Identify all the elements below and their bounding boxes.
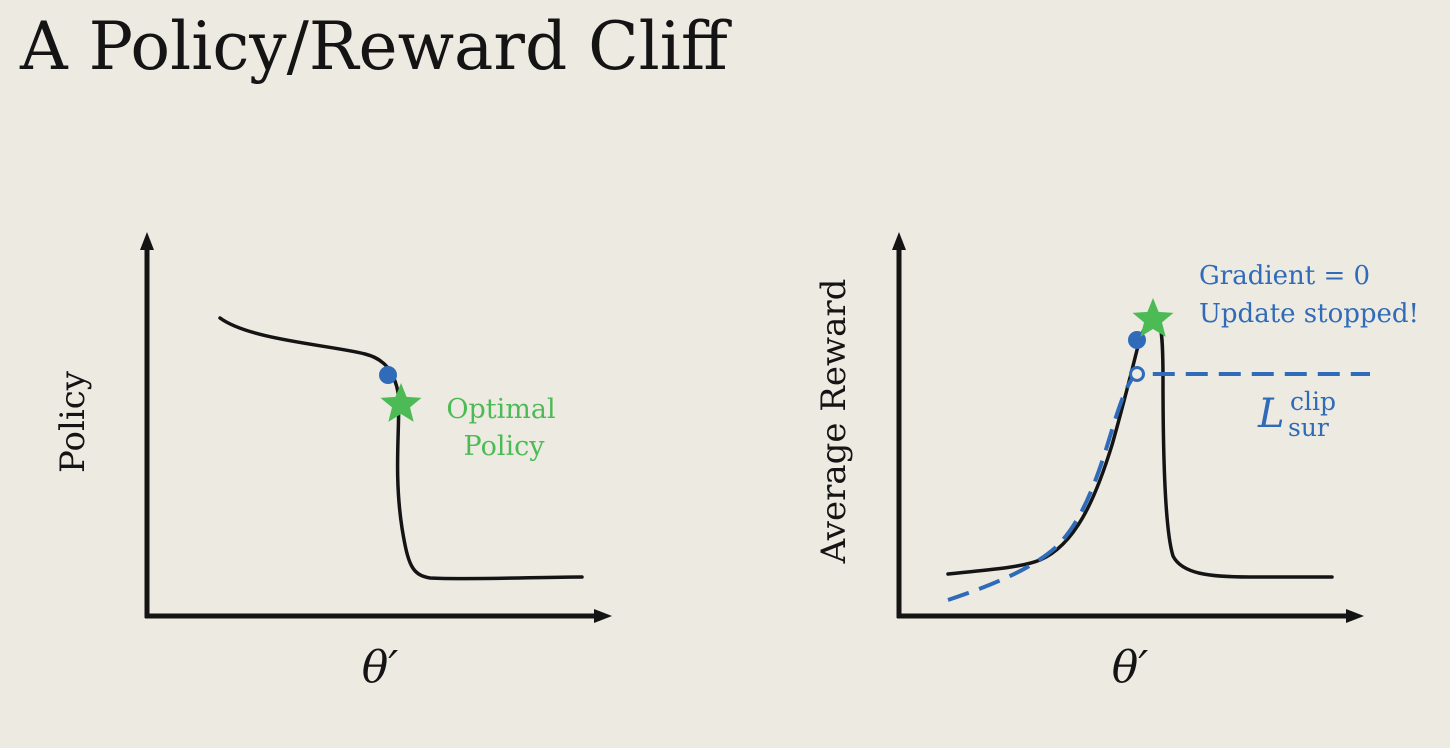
slide-title: A Policy/Reward Cliff (20, 8, 728, 85)
optimal-star-icon (380, 383, 422, 422)
optimal-reward-star-icon (1132, 298, 1174, 337)
right-y-label: Average Reward (814, 279, 854, 565)
right-x-arrowhead (1346, 609, 1364, 623)
right-y-arrowhead (892, 232, 906, 250)
surrogate-label-sup: clip (1290, 387, 1336, 416)
clip-point-open-circle (1129, 366, 1145, 382)
gradient-note-line1: Gradient = 0 (1199, 261, 1370, 291)
left-y-arrowhead (140, 232, 154, 250)
optimal-label-line2: Policy (464, 431, 546, 462)
left-x-label: θ′ (362, 642, 398, 693)
left-plot: Optimal Policy Policy θ′ (53, 232, 612, 693)
reward-curve (946, 316, 1334, 579)
left-x-arrowhead (594, 609, 612, 623)
left-y-label: Policy (53, 370, 93, 473)
right-x-label: θ′ (1112, 642, 1148, 693)
gradient-note-line2: Update stopped! (1199, 299, 1419, 329)
policy-curve (218, 316, 584, 581)
surrogate-label: L clip sur (1257, 387, 1341, 442)
clipped-surrogate-line (947, 372, 1370, 602)
right-plot: Gradient = 0 Update stopped! L clip sur … (814, 232, 1419, 693)
optimal-label-line1: Optimal (446, 394, 555, 425)
current-policy-dot (379, 366, 397, 384)
surrogate-label-main: L (1257, 391, 1285, 437)
surrogate-label-sub: sur (1288, 413, 1329, 442)
